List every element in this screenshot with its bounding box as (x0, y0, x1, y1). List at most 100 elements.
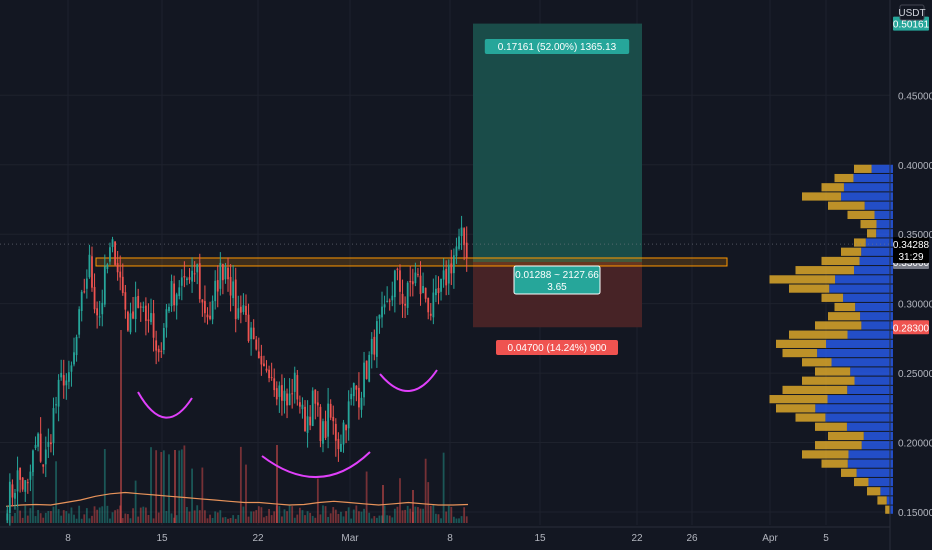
candle-body (327, 403, 330, 437)
candle-body (227, 267, 229, 280)
volume-bar (139, 507, 142, 523)
candle-body (116, 263, 119, 273)
volume-bar (232, 515, 235, 523)
volume-bar (37, 509, 39, 523)
volume-bar (427, 482, 430, 523)
candle-body (214, 280, 217, 302)
volume-bar (32, 471, 34, 523)
volume-profile-bar-up (815, 404, 893, 413)
candle-body (396, 268, 399, 271)
y-tick-label: 0.30000 (898, 300, 932, 311)
candle-body (75, 336, 78, 356)
volume-bar (419, 508, 422, 523)
volume-bar (252, 511, 255, 523)
candle-body (368, 354, 371, 382)
volume-profile-bar-up (876, 229, 893, 238)
volume-profile-bar-down (782, 348, 818, 358)
volume-bar (250, 511, 253, 523)
candle-body (232, 281, 235, 299)
volume-bar (265, 515, 268, 523)
candle-body (60, 372, 63, 378)
candle-body (29, 471, 32, 480)
volume-bar (399, 478, 401, 523)
volume-bar (201, 467, 204, 523)
candle-body (301, 404, 304, 410)
volume-bar (39, 513, 42, 523)
volume-bar (311, 515, 314, 523)
volume-bar (412, 490, 414, 523)
candle-body (229, 276, 232, 296)
volume-bar (211, 517, 214, 523)
candle-body (432, 292, 435, 318)
candle-body (44, 449, 47, 465)
volume-bar (183, 445, 186, 523)
profit-zone (473, 23, 642, 262)
candle-body (98, 316, 101, 318)
volume-bar (245, 464, 247, 523)
volume-profile-bar-up (876, 220, 893, 229)
volume-bar (465, 516, 468, 523)
volume-bar (242, 506, 245, 523)
volume-bar (174, 450, 176, 523)
volume-bar (293, 517, 296, 523)
volume-bar (291, 506, 294, 523)
candle-body (373, 336, 376, 355)
volume-bar (24, 505, 27, 523)
volume-bar (334, 509, 337, 523)
volume-profile-bar-down (867, 487, 881, 496)
volume-profile-bar-down (795, 413, 826, 422)
volume-profile-bar-up (847, 330, 893, 339)
candle-body (332, 416, 335, 422)
volume-profile-bar-down (877, 496, 887, 505)
candle-body (314, 389, 317, 404)
candle-body (186, 278, 188, 281)
volume-profile-bar-down (776, 339, 827, 348)
x-tick-label: 22 (631, 533, 643, 544)
volume-bar (393, 508, 396, 523)
volume-profile-bar-up (835, 275, 893, 284)
candle-body (381, 306, 383, 318)
candle-body (270, 377, 273, 379)
volume-profile-bar-down (782, 385, 848, 395)
volume-bar (316, 478, 319, 523)
candle-body (306, 416, 309, 433)
volume-bar (124, 513, 127, 523)
volume-bar (11, 516, 14, 523)
volume-bar (162, 450, 165, 523)
volume-profile-bar-down (821, 293, 844, 302)
volume-bar (60, 515, 63, 523)
candle-body (370, 338, 373, 355)
volume-profile-bar-up (871, 164, 893, 173)
volume-profile-bar-up (843, 293, 893, 302)
candle-body (242, 305, 245, 313)
volume-bar (88, 518, 91, 523)
volume-profile-bar-up (827, 395, 893, 404)
volume-bar (445, 511, 448, 523)
volume-profile-bar-up (853, 266, 893, 275)
volume-bar (19, 510, 22, 523)
volume-bar (450, 506, 453, 523)
volume-profile-bar-up (861, 321, 893, 330)
risk-reward-line-2: 3.65 (547, 282, 567, 293)
candle-body (32, 450, 34, 473)
volume-profile-bar-down (828, 201, 865, 210)
volume-bar (109, 518, 111, 523)
candle-body (73, 352, 75, 365)
countdown-label: 31:29 (898, 252, 923, 263)
candle-body (160, 350, 163, 352)
volume-profile-bar-down (802, 192, 842, 201)
volume-bar (270, 515, 273, 523)
volume-bars (5, 330, 469, 523)
volume-bar (273, 511, 276, 523)
candle-body (340, 443, 342, 452)
volume-bar (114, 510, 116, 523)
candle-body (458, 236, 460, 249)
candle-body (334, 423, 337, 441)
volume-bar (301, 510, 304, 523)
candle-body (26, 482, 29, 484)
volume-bar (47, 510, 50, 523)
volume-bar (388, 515, 391, 523)
